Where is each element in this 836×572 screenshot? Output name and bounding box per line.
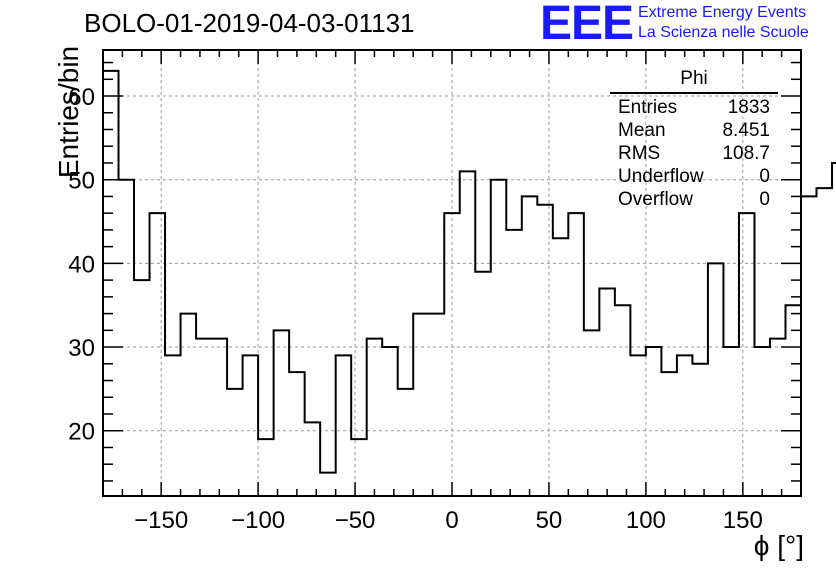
- x-tick-label: 150: [723, 507, 763, 534]
- stats-label: Mean: [618, 120, 666, 141]
- stats-value: 0: [759, 189, 770, 210]
- stats-name: Phi: [610, 68, 778, 94]
- stats-row-underflow: Underflow 0: [610, 165, 778, 188]
- grid-lines: [103, 50, 801, 496]
- x-tick-label: 50: [536, 507, 563, 534]
- logo-line-2: La Scienza nelle Scuole: [638, 24, 809, 41]
- stats-row-overflow: Overflow 0: [610, 188, 778, 211]
- plot-frame: [102, 49, 802, 497]
- x-tick-label: 100: [626, 507, 666, 534]
- stats-box: Phi Entries 1833 Mean 8.451 RMS 108.7 Un…: [610, 68, 778, 211]
- eee-logo: EEE: [540, 0, 634, 50]
- histogram-line: [103, 69, 836, 474]
- x-tick-label: −150: [134, 507, 188, 534]
- stats-value: 8.451: [722, 120, 770, 141]
- stats-value: 108.7: [722, 143, 770, 164]
- y-axis-label: Entries/bin: [53, 45, 84, 179]
- x-tick-label: 0: [445, 507, 458, 534]
- stats-label: Entries: [618, 97, 678, 118]
- chart-title: BOLO-01-2019-04-03-01131: [84, 8, 415, 38]
- logo-line-1: Extreme Energy Events: [638, 4, 807, 21]
- y-tick-label: 60: [68, 84, 95, 111]
- y-tick-label: 30: [68, 335, 95, 362]
- tick-labels: −150 −100 −50 0 50 100 150 20 30 40 50 60: [68, 84, 763, 534]
- y-tick-label: 50: [68, 168, 95, 195]
- stats-row-mean: Mean 8.451: [610, 119, 778, 142]
- stats-label: Underflow: [618, 166, 704, 187]
- axis-ticks: [103, 50, 801, 496]
- x-tick-label: −100: [231, 507, 285, 534]
- stats-value: 1833: [727, 97, 770, 118]
- stats-row-rms: RMS 108.7: [610, 142, 778, 165]
- stats-label: RMS: [618, 143, 661, 164]
- stats-label: Overflow: [618, 189, 693, 210]
- stats-value: 0: [759, 166, 770, 187]
- stats-row-entries: Entries 1833: [610, 96, 778, 119]
- x-axis-label: ϕ [°]: [753, 530, 804, 561]
- x-tick-label: −50: [335, 507, 376, 534]
- y-tick-label: 20: [68, 419, 95, 446]
- y-tick-label: 40: [68, 251, 95, 278]
